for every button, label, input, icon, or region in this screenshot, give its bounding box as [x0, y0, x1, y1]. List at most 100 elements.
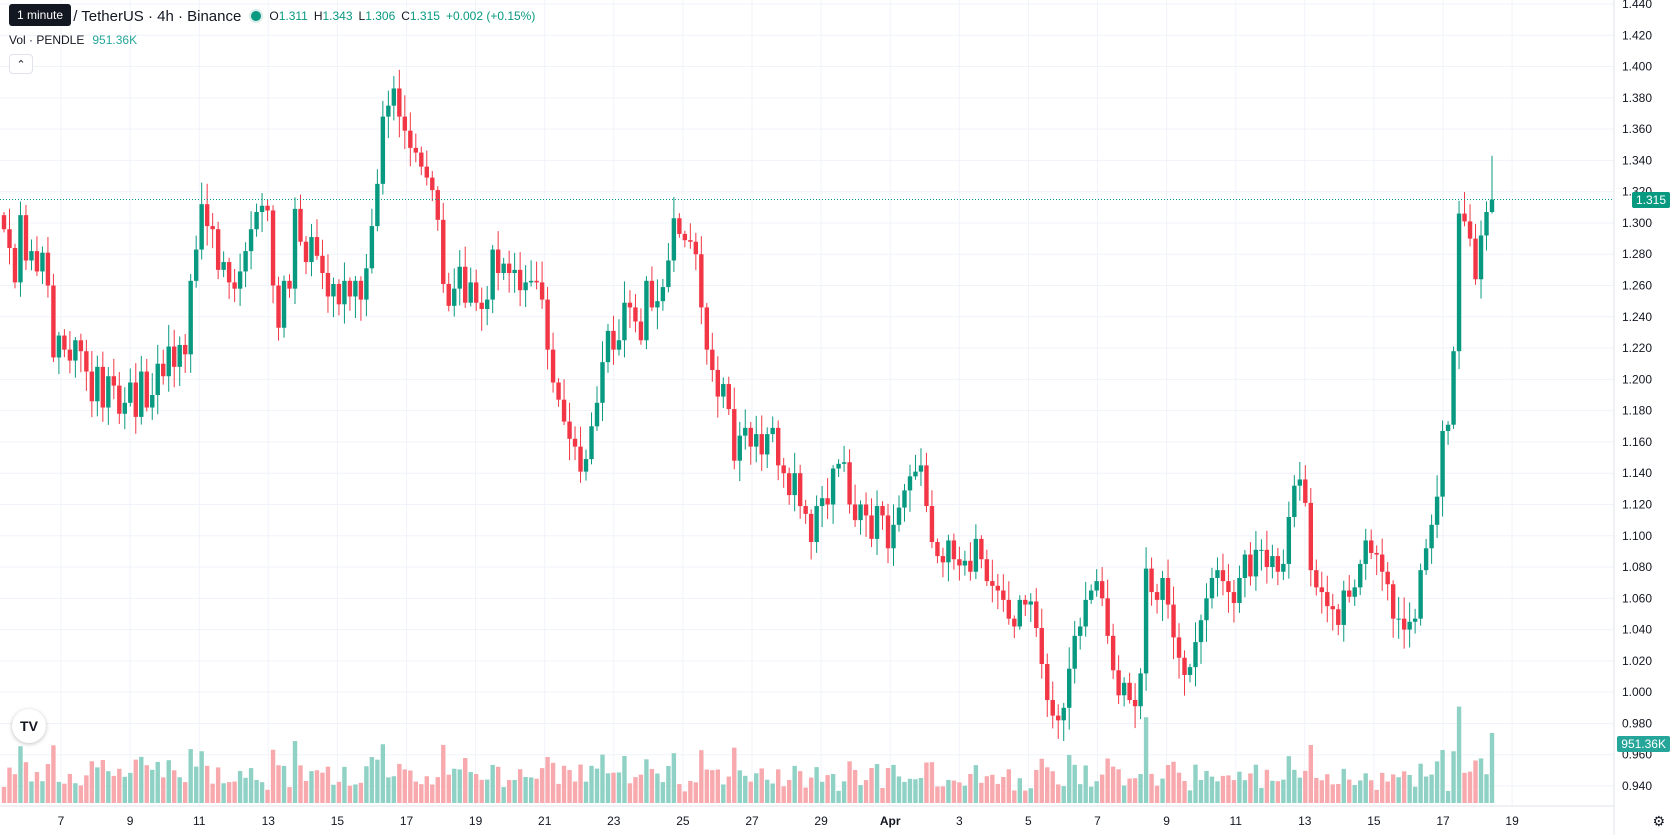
- candle-body: [644, 280, 649, 341]
- volume-bar: [1045, 767, 1050, 803]
- gear-icon[interactable]: ⚙: [1652, 813, 1665, 829]
- volume-bar: [1325, 774, 1330, 803]
- price-label: 1.200: [1622, 372, 1652, 386]
- candle-body: [1374, 552, 1379, 555]
- volume-bar: [847, 761, 852, 803]
- volume-bar: [1352, 785, 1357, 803]
- candle-body: [457, 266, 462, 289]
- candle-body: [858, 504, 863, 521]
- candle-body: [430, 177, 435, 191]
- volume-bar: [122, 776, 127, 803]
- volume-bar: [188, 749, 193, 803]
- volume-bar: [567, 770, 572, 803]
- candle-body: [1143, 568, 1149, 674]
- candle-body: [1390, 584, 1396, 619]
- volume-bar: [243, 777, 248, 803]
- volume-bar: [688, 780, 693, 803]
- time-label: 3: [956, 814, 963, 828]
- volume-bar: [1028, 788, 1033, 803]
- volume-bar: [1297, 777, 1303, 803]
- volume-bar: [1429, 774, 1434, 803]
- candle-body: [490, 249, 495, 300]
- volume-bar: [1396, 777, 1401, 803]
- candle-body: [885, 515, 891, 549]
- candle-body: [314, 237, 320, 256]
- volume-bar: [1292, 769, 1297, 803]
- price-label: 1.220: [1622, 341, 1652, 355]
- time-label: 17: [400, 814, 414, 828]
- volume-bar: [347, 785, 353, 803]
- volume-bar: [479, 779, 484, 803]
- volume-bar: [270, 749, 276, 803]
- volume-bar: [40, 781, 45, 803]
- volume-bar: [1275, 781, 1281, 803]
- volume-bar: [649, 768, 655, 803]
- volume-bar: [1143, 717, 1149, 803]
- candle-body: [1231, 592, 1237, 604]
- price-label: 1.040: [1622, 623, 1652, 637]
- price-label: 1.240: [1622, 310, 1652, 324]
- candle-body: [819, 498, 825, 507]
- volume-bar: [1473, 760, 1478, 803]
- candle-body: [611, 330, 616, 350]
- candle-body: [523, 282, 528, 291]
- candle-body: [1105, 598, 1110, 636]
- volume-bar: [1231, 780, 1237, 803]
- volume-bar: [298, 765, 303, 803]
- candle-body: [589, 426, 594, 460]
- volume-bar: [45, 764, 51, 803]
- volume-bar: [1105, 758, 1110, 803]
- volume-bar: [1077, 784, 1083, 803]
- tradingview-logo[interactable]: TV: [12, 709, 46, 743]
- volume-bar: [896, 776, 902, 803]
- candle-body: [715, 369, 721, 397]
- volume-bar: [1088, 786, 1094, 803]
- candle-body: [1237, 577, 1242, 604]
- candle-body: [1297, 479, 1303, 486]
- candle-body: [1489, 199, 1495, 213]
- volume-bar: [1253, 764, 1259, 803]
- candle-body: [62, 335, 67, 350]
- candle-body: [1341, 590, 1346, 625]
- volume-bar: [841, 781, 847, 803]
- volume-bar: [1270, 780, 1275, 803]
- volume-bar: [671, 753, 677, 803]
- volume-bar: [825, 775, 830, 803]
- volume-bar: [792, 765, 797, 803]
- candle-body: [666, 260, 671, 288]
- volume-bar: [364, 766, 369, 803]
- candle-body: [737, 435, 742, 461]
- candle-body: [1253, 549, 1259, 577]
- chevron-up-icon[interactable]: ⌃: [9, 54, 33, 74]
- candle-body: [364, 268, 369, 300]
- candle-body: [1209, 577, 1215, 599]
- volume-bar: [1198, 779, 1204, 803]
- candle-body: [1275, 556, 1281, 572]
- volume-bar: [325, 766, 331, 803]
- candle-body: [12, 247, 18, 283]
- volume-bar: [1358, 780, 1363, 803]
- volume-bar: [51, 745, 56, 803]
- candle-body: [495, 249, 501, 274]
- volume-bar: [1248, 773, 1253, 803]
- candle-body: [682, 233, 688, 241]
- volume-bar: [1116, 769, 1121, 803]
- candle-body: [1083, 599, 1088, 627]
- volume-bar: [748, 781, 753, 803]
- volume-bar: [644, 759, 649, 803]
- volume-bar: [506, 780, 512, 803]
- price-label: 1.000: [1622, 685, 1652, 699]
- volume-bar: [193, 766, 199, 803]
- candle-body: [1429, 524, 1434, 549]
- price-label: 0.980: [1622, 716, 1652, 730]
- candle-body: [880, 506, 885, 516]
- candle-body: [1336, 609, 1341, 625]
- volume-bar: [1061, 786, 1066, 803]
- price-label: 1.280: [1622, 247, 1652, 261]
- candle-body: [907, 476, 913, 491]
- volume-label[interactable]: Vol · PENDLE: [9, 33, 85, 47]
- candle-body: [786, 473, 792, 496]
- candle-body: [973, 538, 979, 572]
- candle-body: [1401, 618, 1407, 630]
